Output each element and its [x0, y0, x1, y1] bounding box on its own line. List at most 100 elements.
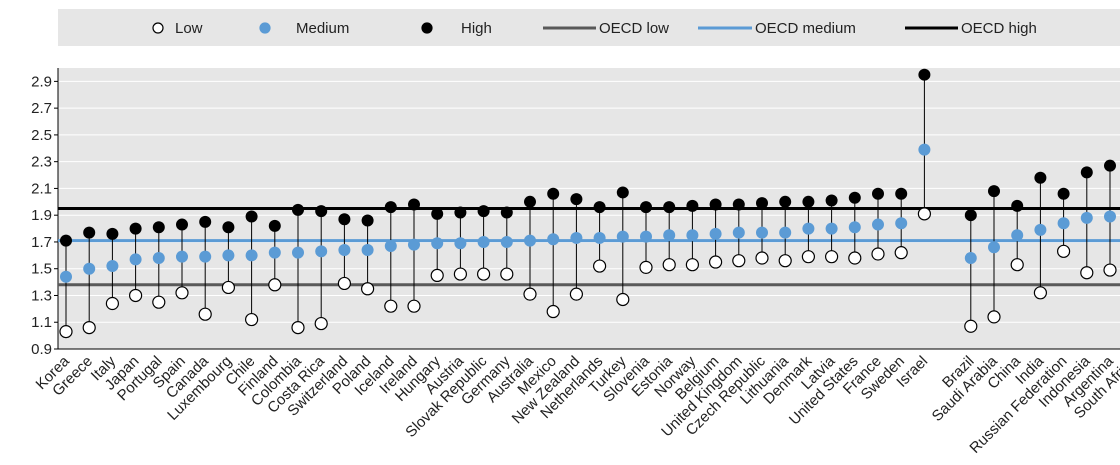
point-low: [755, 251, 769, 265]
point-high: [1104, 159, 1116, 172]
point-low: [824, 250, 839, 264]
point-medium: [454, 237, 467, 250]
point-medium: [570, 231, 583, 244]
point-low: [708, 255, 723, 269]
point-low: [732, 254, 746, 268]
point-low: [59, 325, 73, 339]
point-low: [152, 295, 166, 309]
point-medium: [245, 249, 258, 262]
point-medium: [292, 246, 304, 259]
point-low: [639, 260, 653, 274]
point-medium: [1057, 217, 1070, 230]
point-low: [245, 312, 259, 327]
point-medium: [129, 253, 142, 266]
y-tick-label: 1.9: [31, 207, 52, 224]
legend-marker-high: [421, 22, 433, 34]
point-high: [524, 195, 536, 208]
y-tick-label: 2.1: [31, 180, 52, 197]
point-medium: [756, 226, 768, 239]
point-high: [802, 195, 815, 208]
point-low: [453, 267, 467, 281]
point-low: [361, 282, 375, 296]
point-medium: [500, 235, 513, 248]
point-high: [83, 226, 96, 239]
point-high: [268, 219, 281, 232]
point-high: [292, 203, 304, 216]
y-tick-label: 2.7: [31, 100, 52, 117]
legend-label-high: High: [461, 20, 492, 37]
point-low: [616, 292, 630, 307]
point-low: [105, 296, 120, 311]
point-high: [918, 68, 931, 81]
point-low: [291, 320, 305, 335]
point-medium: [547, 233, 560, 246]
point-low: [407, 299, 421, 313]
point-low: [894, 246, 908, 260]
point-medium: [709, 227, 722, 240]
point-high: [547, 187, 560, 200]
point-low: [314, 316, 328, 331]
point-low: [569, 287, 584, 301]
point-low: [662, 258, 676, 272]
point-medium: [988, 241, 1000, 254]
point-low: [1056, 244, 1071, 258]
point-medium: [268, 246, 281, 259]
point-low: [592, 259, 607, 273]
point-medium: [83, 262, 96, 275]
point-high: [338, 213, 351, 226]
y-tick-label: 2.5: [31, 127, 52, 144]
point-medium: [732, 226, 745, 239]
point-low: [477, 267, 491, 281]
point-high: [570, 193, 583, 206]
point-medium: [431, 237, 444, 250]
point-medium: [361, 243, 374, 256]
point-high: [152, 221, 165, 234]
point-high: [106, 227, 119, 240]
legend-label-medium: Medium: [296, 20, 349, 37]
point-medium: [593, 231, 606, 244]
y-tick-label: 2.9: [31, 73, 52, 90]
point-high: [732, 198, 745, 211]
point-low: [917, 207, 932, 221]
points: [59, 68, 1117, 339]
point-low: [778, 254, 792, 268]
y-tick-label: 1.1: [31, 314, 52, 331]
point-medium: [779, 226, 792, 239]
point-high: [408, 198, 420, 211]
y-tick-label: 2.3: [31, 154, 52, 171]
point-high: [500, 206, 513, 219]
point-high: [60, 234, 72, 247]
point-low: [268, 278, 282, 292]
point-high: [663, 201, 676, 214]
point-medium: [1104, 210, 1116, 223]
point-low: [871, 247, 885, 261]
point-low: [987, 310, 1001, 324]
point-low: [685, 258, 700, 272]
y-tick-label: 1.7: [31, 234, 52, 251]
point-low: [175, 286, 189, 300]
point-medium: [640, 230, 652, 243]
legend-label-oecd_medium: OECD medium: [755, 20, 856, 37]
point-high: [315, 205, 328, 218]
point-high: [222, 221, 235, 234]
point-low: [523, 287, 537, 301]
point-high: [825, 194, 838, 207]
y-tick-label: 1.3: [31, 287, 52, 304]
point-medium: [524, 234, 536, 247]
point-low: [82, 320, 96, 335]
point-medium: [222, 249, 235, 262]
point-low: [848, 251, 862, 265]
point-medium: [918, 143, 931, 156]
point-high: [616, 186, 629, 199]
point-medium: [315, 245, 328, 258]
point-medium: [152, 252, 165, 265]
point-medium: [802, 222, 815, 235]
point-medium: [895, 217, 908, 230]
x-axis-labels: KoreaGreeceItalyJapanPortugalSpainCanada…: [33, 352, 1120, 456]
legend-marker-medium: [259, 22, 271, 34]
legend-label-oecd_high: OECD high: [961, 20, 1037, 37]
point-high: [895, 187, 908, 200]
point-high: [454, 206, 467, 219]
point-high: [199, 215, 212, 228]
